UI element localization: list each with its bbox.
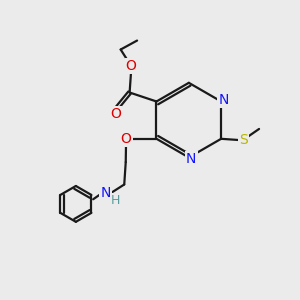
Text: N: N [186,152,196,166]
Text: N: N [100,186,111,200]
Text: H: H [111,194,120,206]
Text: O: O [110,107,121,121]
Text: O: O [126,59,136,73]
Text: N: N [218,93,229,107]
Text: O: O [121,132,131,146]
Text: S: S [239,133,248,147]
